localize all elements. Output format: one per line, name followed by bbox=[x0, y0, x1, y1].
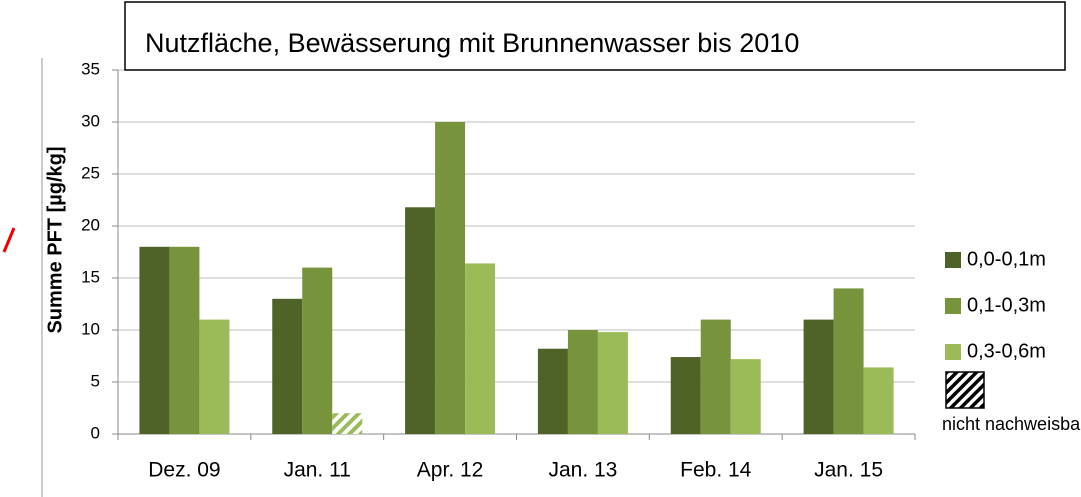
bar bbox=[537, 348, 568, 434]
x-tick-label: Dez. 09 bbox=[148, 459, 220, 482]
bar bbox=[567, 330, 598, 434]
x-tick-label: Jan. 15 bbox=[814, 459, 883, 482]
bar bbox=[169, 246, 200, 434]
legend-swatch bbox=[945, 344, 961, 360]
legend-hatch bbox=[945, 371, 985, 409]
y-tick-label: 10 bbox=[81, 319, 100, 338]
bar bbox=[302, 267, 333, 434]
y-tick-label: 30 bbox=[81, 111, 100, 130]
bar bbox=[405, 207, 436, 434]
bar bbox=[597, 332, 628, 434]
y-tick-label: 35 bbox=[81, 59, 100, 78]
bar bbox=[803, 319, 834, 434]
bar bbox=[730, 359, 761, 434]
x-tick-label: Jan. 11 bbox=[284, 459, 351, 482]
bar bbox=[139, 246, 170, 434]
bar bbox=[435, 122, 466, 434]
x-tick-label: Jan. 13 bbox=[548, 459, 617, 482]
x-tick-label: Apr. 12 bbox=[417, 459, 484, 482]
legend-label: 0,3-0,6m bbox=[967, 340, 1046, 362]
bar bbox=[700, 319, 731, 434]
legend-label: nicht nachweisbar bbox=[942, 414, 1081, 434]
red-mark bbox=[2, 227, 16, 253]
legend-label: 0,0-0,1m bbox=[967, 248, 1046, 270]
bar bbox=[833, 288, 864, 434]
legend-swatch bbox=[945, 252, 961, 268]
legend-label: 0,1-0,3m bbox=[967, 294, 1046, 316]
legend-swatch bbox=[945, 298, 961, 314]
bar bbox=[465, 263, 496, 434]
x-tick-label: Feb. 14 bbox=[680, 459, 752, 482]
y-tick-label: 0 bbox=[91, 423, 100, 442]
bar bbox=[332, 413, 363, 434]
bar bbox=[863, 367, 894, 434]
bar bbox=[670, 357, 701, 434]
chart-title: Nutzfläche, Bewässerung mit Brunnenwasse… bbox=[145, 28, 799, 58]
bar bbox=[199, 319, 230, 434]
y-tick-label: 15 bbox=[81, 267, 100, 286]
title-box bbox=[124, 1, 1066, 71]
y-tick-label: 20 bbox=[81, 215, 100, 234]
bar bbox=[272, 298, 303, 434]
y-tick-label: 25 bbox=[81, 163, 100, 182]
plot: 0 5 10 15 20 25 30 35 Dez. 09 Jan. 11 Apr. 12 Jan. … bbox=[81, 59, 916, 482]
y-axis-label: Summe PFT [µg/kg] bbox=[44, 146, 66, 333]
y-tick-label: 5 bbox=[91, 371, 100, 390]
